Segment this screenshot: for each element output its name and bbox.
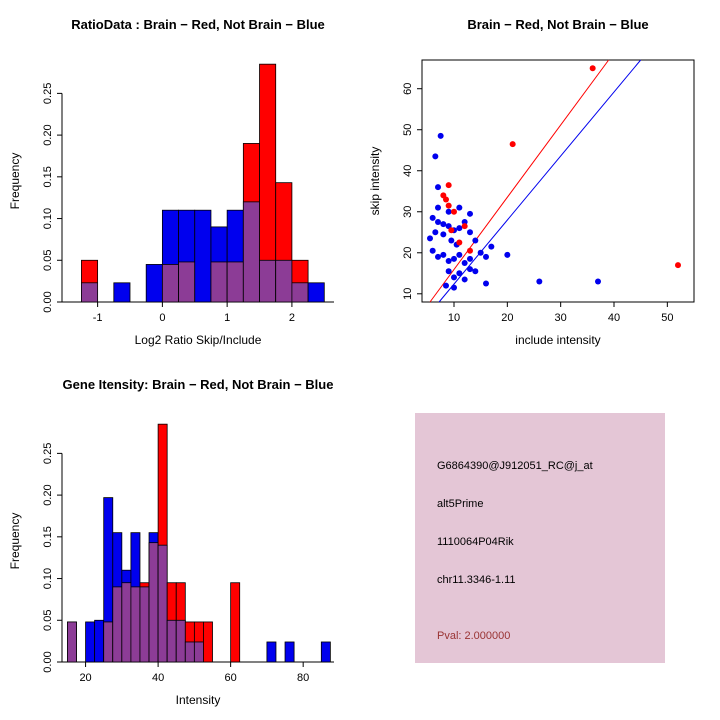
svg-text:0.00: 0.00	[42, 651, 54, 672]
svg-text:0.20: 0.20	[42, 484, 54, 505]
svg-text:0.00: 0.00	[42, 291, 54, 312]
svg-text:Frequency: Frequency	[8, 513, 22, 570]
axis-labels: -1 0 1 2 0.00 0.05 0.10 0.15 0.20 0.25 Log2 Ratio …	[8, 83, 295, 347]
hist-bars	[67, 423, 331, 663]
fit-lines	[429, 59, 642, 303]
svg-text:60: 60	[225, 672, 237, 684]
svg-text:10: 10	[448, 312, 460, 324]
scatter-title: Brain − Red, Not Brain − Blue	[467, 17, 649, 32]
gene-intensity-title: Gene Itensity: Brain − Red, Not Brain − …	[62, 377, 334, 392]
svg-text:include intensity: include intensity	[515, 333, 600, 347]
gene-intensity-histogram-chart: 20 40 60 80 0.00 0.05 0.10 0.15 0.20 0.25 Intensit…	[8, 423, 334, 707]
panel-gene-info: G6864390@J912051_RC@j_at alt5Prime 11100…	[360, 360, 720, 720]
svg-text:0: 0	[159, 312, 165, 324]
svg-text:1: 1	[224, 312, 230, 324]
svg-text:0.05: 0.05	[42, 610, 54, 631]
info-line-event-type: alt5Prime	[437, 498, 484, 510]
svg-text:50: 50	[402, 124, 414, 136]
svg-text:2: 2	[289, 312, 295, 324]
panel-ratio-histogram: RatioData : Brain − Red, Not Brain − Blu…	[0, 0, 360, 360]
ratio-histogram-chart: -1 0 1 2 0.00 0.05 0.10 0.15 0.20 0.25 Log2 Ratio …	[8, 63, 334, 347]
svg-text:20: 20	[79, 672, 91, 684]
svg-text:40: 40	[152, 672, 164, 684]
info-line-gene-symbol: 1110064P04Rik	[437, 536, 514, 548]
svg-text:0.10: 0.10	[42, 568, 54, 589]
svg-text:0.20: 0.20	[42, 124, 54, 145]
axis-labels: 10 20 30 40 50 10 20 30 40 50 60 include intensity s…	[368, 83, 673, 347]
svg-text:20: 20	[501, 312, 513, 324]
gene-info-box: G6864390@J912051_RC@j_at alt5Prime 11100…	[415, 413, 665, 663]
svg-text:30: 30	[555, 312, 567, 324]
svg-text:0.05: 0.05	[42, 250, 54, 271]
svg-text:0.15: 0.15	[42, 166, 54, 187]
svg-text:Log2 Ratio Skip/Include: Log2 Ratio Skip/Include	[135, 333, 262, 347]
svg-text:60: 60	[402, 83, 414, 95]
svg-text:40: 40	[402, 165, 414, 177]
info-line-pval: Pval: 2.000000	[437, 630, 511, 642]
ratio-histogram-title: RatioData : Brain − Red, Not Brain − Blu…	[71, 17, 325, 32]
svg-text:Frequency: Frequency	[8, 153, 22, 210]
svg-text:20: 20	[402, 247, 414, 259]
svg-text:30: 30	[402, 206, 414, 218]
svg-text:0.25: 0.25	[42, 443, 54, 464]
svg-text:-1: -1	[93, 312, 103, 324]
svg-text:80: 80	[297, 672, 309, 684]
svg-text:0.15: 0.15	[42, 526, 54, 547]
svg-text:skip intensity: skip intensity	[368, 147, 382, 216]
panel-gene-intensity-histogram: Gene Itensity: Brain − Red, Not Brain − …	[0, 360, 360, 720]
svg-text:0.10: 0.10	[42, 208, 54, 229]
svg-text:40: 40	[608, 312, 620, 324]
info-line-chromosome-location: chr11.3346-1.11	[437, 574, 516, 586]
axes	[417, 59, 695, 307]
info-line-probe-id: G6864390@J912051_RC@j_at	[437, 460, 593, 472]
hist-bars	[81, 63, 325, 303]
svg-text:0.25: 0.25	[42, 83, 54, 104]
intensity-scatter-chart: 10 20 30 40 50 10 20 30 40 50 60 include intensity s…	[368, 59, 695, 347]
svg-text:10: 10	[402, 288, 414, 300]
svg-text:50: 50	[661, 312, 673, 324]
panel-intensity-scatter: Brain − Red, Not Brain − Blue 10 20 30 40 50…	[360, 0, 720, 360]
scatter-points	[427, 65, 681, 291]
axis-labels: 20 40 60 80 0.00 0.05 0.10 0.15 0.20 0.25 Intensit…	[8, 443, 309, 707]
svg-text:Intensity: Intensity	[176, 693, 221, 707]
